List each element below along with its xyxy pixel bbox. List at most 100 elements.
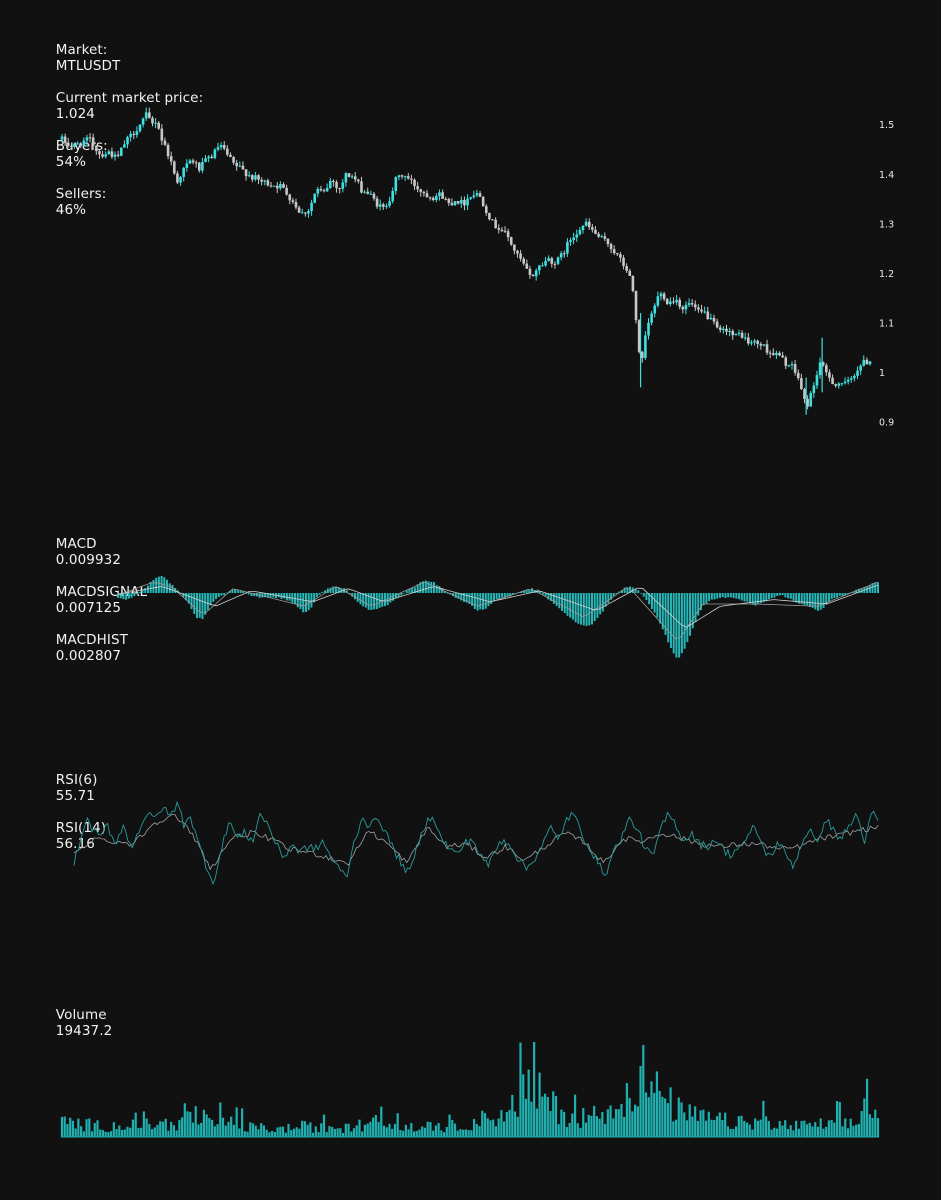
macd-hist-bar bbox=[765, 593, 768, 602]
volume-bar bbox=[497, 1118, 500, 1137]
candle-body bbox=[366, 191, 370, 194]
candle-body bbox=[531, 275, 535, 277]
candle-body bbox=[616, 253, 619, 255]
volume-bar bbox=[249, 1122, 252, 1137]
volume-bar bbox=[505, 1111, 508, 1137]
candle-body bbox=[363, 191, 366, 193]
macd-hist-bar bbox=[212, 593, 215, 602]
volume-bar bbox=[557, 1124, 560, 1137]
rsi14-label: RSI(14) bbox=[55, 820, 107, 836]
candle-body bbox=[247, 175, 251, 177]
volume-bar bbox=[874, 1109, 877, 1137]
macd-hist-bar bbox=[768, 593, 771, 600]
volume-bar bbox=[644, 1092, 648, 1137]
volume-bar bbox=[852, 1125, 855, 1137]
candle-body bbox=[697, 307, 700, 310]
macd-hist-bar bbox=[476, 593, 479, 611]
candle-body bbox=[859, 365, 862, 371]
volume-bar bbox=[69, 1117, 72, 1137]
candle-body bbox=[353, 176, 357, 180]
macd-hist-bar bbox=[443, 591, 446, 593]
volume-bar bbox=[123, 1129, 126, 1137]
volume-bar bbox=[440, 1130, 443, 1137]
volume-bar bbox=[522, 1074, 525, 1137]
macd-hist-bar bbox=[844, 593, 847, 596]
volume-bar bbox=[552, 1091, 555, 1137]
candle-body bbox=[828, 372, 831, 378]
candle-body bbox=[254, 175, 257, 180]
macd-hist-bar bbox=[697, 593, 700, 616]
candle-body bbox=[216, 147, 220, 150]
volume-bar bbox=[355, 1125, 358, 1137]
candle-body bbox=[556, 257, 560, 264]
candle-body bbox=[584, 221, 588, 226]
candle-body bbox=[488, 213, 491, 220]
volume-bar bbox=[328, 1126, 331, 1137]
volume-bar bbox=[543, 1093, 547, 1137]
candle-body bbox=[619, 254, 622, 258]
volume-bar bbox=[811, 1126, 814, 1137]
macd-hist-bar bbox=[356, 593, 359, 602]
candle-body bbox=[63, 136, 67, 143]
volume-bar bbox=[603, 1123, 607, 1137]
candle-body bbox=[484, 206, 488, 214]
macd-hist-bar bbox=[250, 593, 253, 597]
volume-bar bbox=[254, 1125, 257, 1137]
volume-bar bbox=[486, 1118, 489, 1137]
macd-hist-bar bbox=[626, 587, 629, 593]
macd-hist-bar bbox=[561, 593, 564, 611]
macd-hist-bar bbox=[822, 593, 825, 608]
candle-body bbox=[222, 145, 226, 149]
sellers-value: 46% bbox=[55, 202, 87, 218]
candle-body bbox=[681, 306, 685, 310]
volume-bar bbox=[101, 1130, 105, 1137]
volume-bar bbox=[63, 1116, 66, 1137]
macd-hist-bar bbox=[612, 593, 615, 596]
macd-hist-bar bbox=[283, 593, 286, 599]
volume-bar bbox=[322, 1114, 326, 1137]
candle-body bbox=[831, 377, 834, 385]
candle-body bbox=[538, 265, 541, 271]
buyers-label: Buyers: bbox=[55, 138, 108, 154]
candle-body bbox=[509, 237, 513, 245]
volume-bar bbox=[775, 1128, 779, 1137]
candle-body bbox=[238, 165, 242, 167]
candle-body bbox=[534, 270, 538, 277]
macd-hist-bar bbox=[686, 593, 689, 643]
volume-bar bbox=[456, 1130, 459, 1137]
macd-hist-bar bbox=[492, 593, 495, 602]
volume-bar bbox=[549, 1111, 552, 1137]
candle-body bbox=[591, 227, 594, 230]
macd-hist-bar bbox=[424, 580, 427, 593]
volume-bar bbox=[279, 1126, 282, 1137]
volume-bar bbox=[372, 1117, 375, 1137]
candle-body bbox=[453, 201, 457, 206]
candle-body bbox=[297, 207, 301, 213]
macd-hist-bar bbox=[642, 593, 645, 597]
rsi6-value: 55.71 bbox=[55, 788, 95, 804]
macd-hist-bar bbox=[531, 588, 534, 593]
volume-bar bbox=[846, 1128, 850, 1137]
volume-bar bbox=[93, 1123, 96, 1137]
volume-bar bbox=[221, 1117, 225, 1137]
macd-hist-label: MACDHIST bbox=[55, 632, 129, 648]
candle-body bbox=[300, 212, 304, 214]
macd-hist-bar bbox=[610, 593, 613, 600]
macd-hist-bar bbox=[743, 593, 746, 602]
macd-hist-bar bbox=[593, 593, 596, 622]
candle-body bbox=[460, 199, 463, 204]
volume-panel bbox=[60, 1042, 880, 1138]
candle-body bbox=[475, 193, 479, 196]
candle-body bbox=[176, 173, 179, 183]
volume-bar bbox=[797, 1128, 800, 1137]
candle-body bbox=[659, 293, 663, 297]
candle-body bbox=[394, 177, 398, 192]
macd-hist-bar bbox=[819, 593, 822, 610]
volume-bar bbox=[451, 1120, 454, 1137]
volume-bar bbox=[350, 1131, 353, 1137]
volume-bar bbox=[104, 1131, 107, 1137]
volume-bar bbox=[740, 1115, 743, 1137]
macd-hist-bar bbox=[171, 584, 174, 593]
volume-bar bbox=[538, 1072, 541, 1137]
volume-bar bbox=[865, 1078, 869, 1137]
